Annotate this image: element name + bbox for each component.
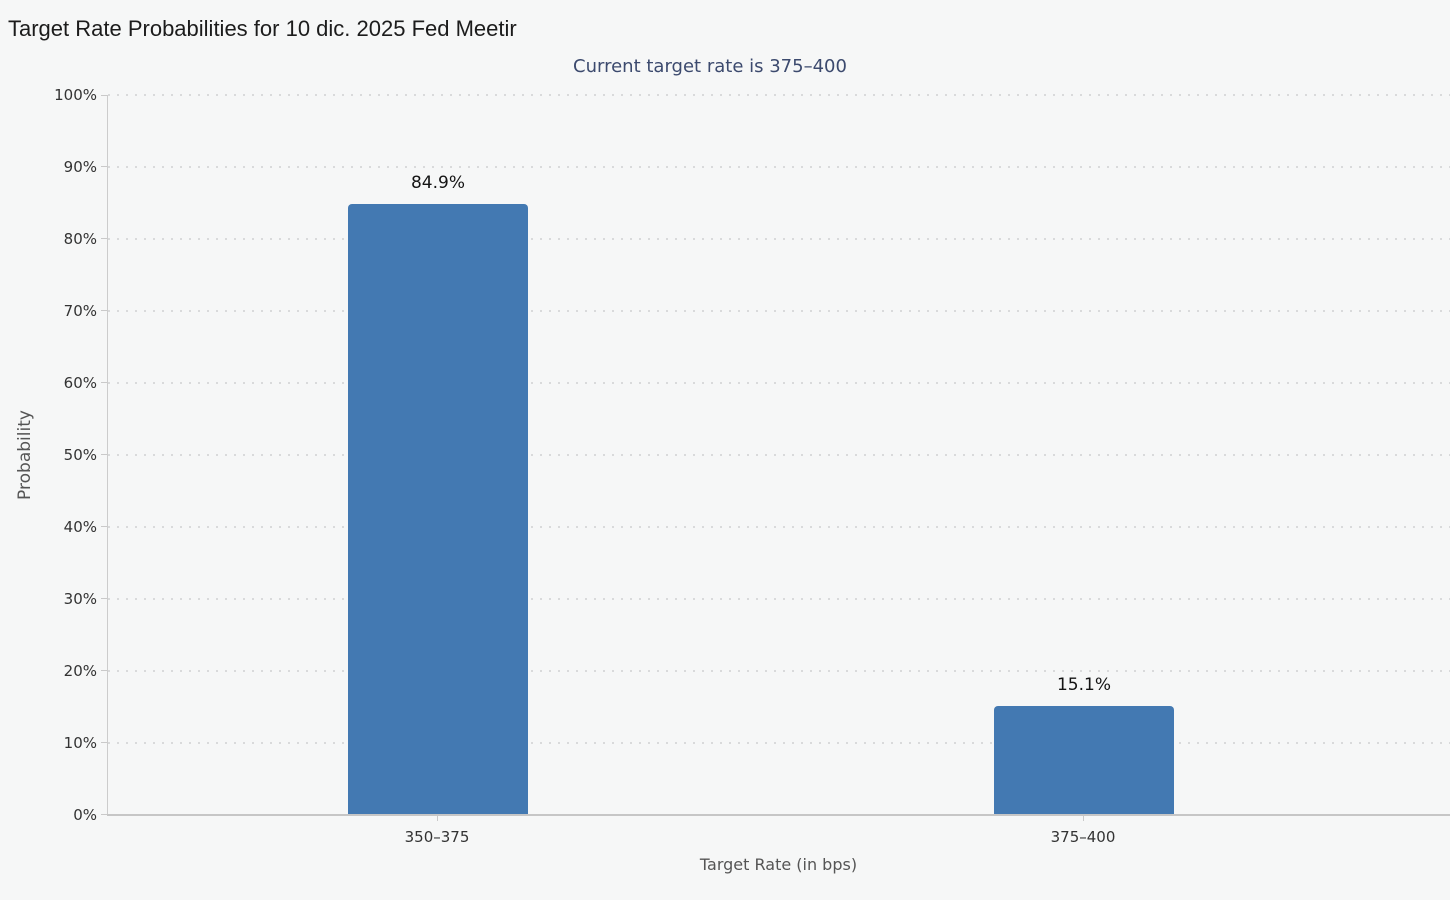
y-axis-tick-60 xyxy=(101,382,107,383)
y-axis-label-40: 40% xyxy=(63,518,97,536)
chart-subtitle: Current target rate is 375–400 xyxy=(573,56,847,77)
bar-350-375[interactable] xyxy=(348,203,528,815)
bar-value-label-375-400: 15.1% xyxy=(1056,675,1112,696)
y-axis-tick-90 xyxy=(101,166,107,167)
gridline-60pct xyxy=(108,382,1450,384)
y-axis-tick-20 xyxy=(101,670,107,671)
y-axis-label-60: 60% xyxy=(63,374,97,392)
x-axis-title: Target Rate (in bps) xyxy=(699,855,858,874)
x-axis-tick-350-375 xyxy=(437,816,438,821)
x-axis-label-350-375: 350–375 xyxy=(404,828,470,846)
y-axis-label-80: 80% xyxy=(63,230,97,248)
y-axis-tick-100 xyxy=(101,95,107,96)
y-axis-label-0: 0% xyxy=(73,806,97,824)
y-axis-tick-30 xyxy=(101,598,107,599)
y-axis: 0% 10% 20% 30% 40% 50% 60% 70% 80% 90% 100% xyxy=(0,86,107,824)
y-axis-tick-50 xyxy=(101,454,107,455)
gridline-10pct xyxy=(108,742,1450,744)
plot-area: 84.9% 15.1% xyxy=(107,94,1450,815)
y-axis-tick-0 xyxy=(101,814,107,815)
y-axis-tick-80 xyxy=(101,238,107,239)
y-axis-label-70: 70% xyxy=(63,302,97,320)
gridline-80pct xyxy=(108,238,1450,240)
x-axis-label-375-400: 375–400 xyxy=(1050,828,1116,846)
y-axis-label-90: 90% xyxy=(63,158,97,176)
gridline-50pct xyxy=(108,454,1450,456)
y-axis-label-10: 10% xyxy=(63,734,97,752)
y-axis-label-50: 50% xyxy=(63,446,97,464)
bar-value-label-350-375: 84.9% xyxy=(410,172,466,193)
y-axis-label-30: 30% xyxy=(63,590,97,608)
x-axis-tick-375-400 xyxy=(1083,816,1084,821)
chart-title: Target Rate Probabilities for 10 dic. 20… xyxy=(8,16,517,41)
y-axis-label-100: 100% xyxy=(54,86,97,104)
y-axis-tick-70 xyxy=(101,310,107,311)
gridline-70pct xyxy=(108,310,1450,312)
y-axis-tick-40 xyxy=(101,526,107,527)
y-axis-tick-10 xyxy=(101,742,107,743)
x-axis-line xyxy=(107,814,1450,816)
x-axis: Target Rate (in bps) 350–375 375–400 xyxy=(107,816,1450,900)
gridline-20pct xyxy=(108,670,1450,672)
gridline-100pct xyxy=(108,94,1450,96)
gridline-90pct xyxy=(108,166,1450,168)
y-axis-label-20: 20% xyxy=(63,662,97,680)
gridline-30pct xyxy=(108,598,1450,600)
gridline-40pct xyxy=(108,526,1450,528)
bar-375-400[interactable] xyxy=(994,706,1174,815)
